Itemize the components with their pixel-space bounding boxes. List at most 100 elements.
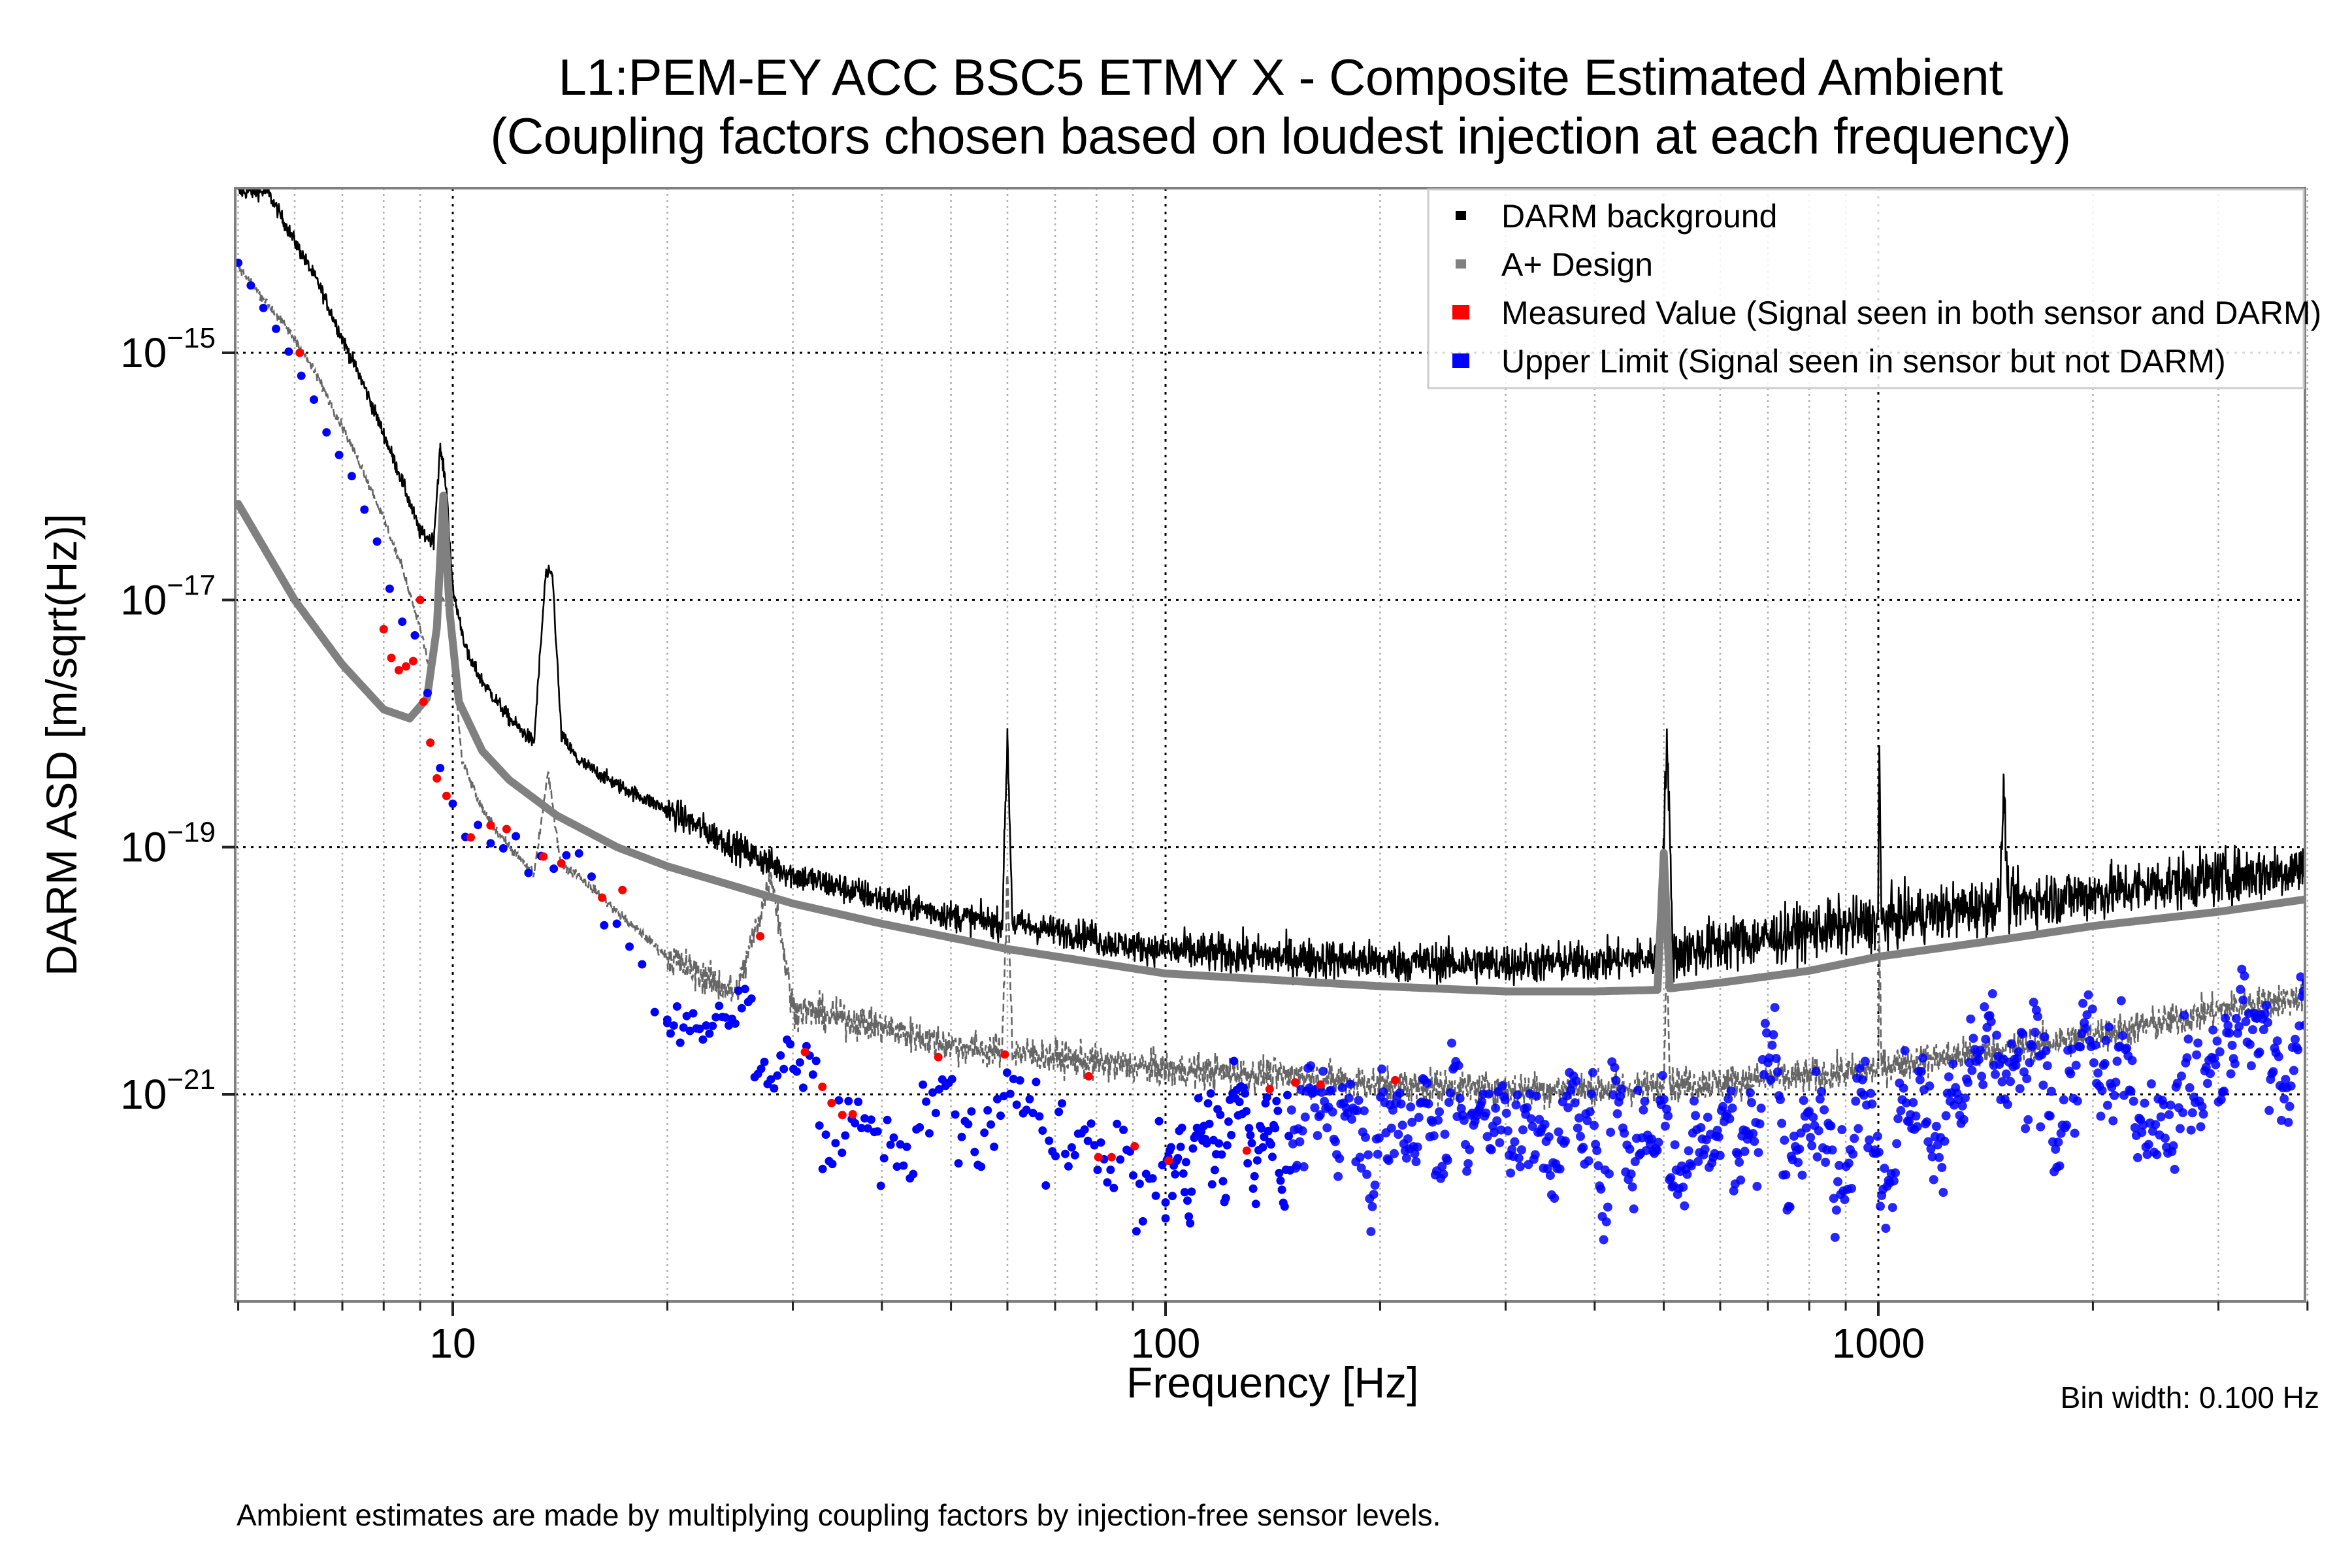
y-tick-label: 10−19 [120, 817, 216, 871]
upper-limit-point [1811, 1066, 1821, 1076]
upper-limit-point [1795, 1144, 1805, 1154]
upper-limit-point [1218, 1177, 1228, 1186]
upper-limit-point [1492, 1116, 1502, 1126]
upper-limit-point [1658, 1071, 1667, 1081]
upper-limit-point [1064, 1162, 1073, 1171]
upper-limit-point [1083, 1136, 1092, 1145]
legend-swatch-1 [1456, 259, 1466, 269]
upper-limit-point [711, 1013, 721, 1022]
upper-limit-point [1755, 1119, 1765, 1129]
measured-value-point [433, 774, 442, 783]
upper-limit-point [1603, 1202, 1612, 1212]
upper-limit-point [1497, 1081, 1507, 1090]
upper-limit-point [1222, 1141, 1232, 1150]
upper-limit-point [2133, 1152, 2142, 1162]
darm-background-line [237, 188, 2305, 988]
upper-limit-point [1298, 1126, 1307, 1135]
upper-limit-point [2255, 1047, 2264, 1057]
upper-limit-point [1686, 1161, 1696, 1171]
upper-limit-point [970, 1147, 979, 1156]
measured-value-point [848, 1110, 857, 1119]
upper-limit-point [1180, 1188, 1189, 1197]
upper-limit-point [347, 472, 356, 481]
upper-limit-point [2129, 1096, 2138, 1106]
upper-limit-point [322, 428, 331, 437]
upper-limit-point [2082, 1010, 2092, 1020]
upper-limit-point [1684, 1146, 1693, 1156]
measured-value-point [466, 833, 476, 842]
upper-limit-point [1361, 1132, 1370, 1142]
upper-limit-point [1284, 1132, 1294, 1141]
upper-limit-point [909, 1169, 918, 1179]
upper-limit-point [1354, 1096, 1364, 1105]
measured-value-point [426, 738, 435, 747]
upper-limit-point [1507, 1145, 1517, 1154]
upper-limit-point [798, 1083, 808, 1092]
upper-limit-point [1610, 1063, 1620, 1072]
upper-limit-point [851, 1119, 860, 1128]
legend-label: DARM background [1501, 198, 1777, 235]
upper-limit-point [1462, 1166, 1472, 1176]
upper-limit-point [1184, 1212, 1194, 1221]
upper-limit-point [1960, 1093, 1970, 1103]
upper-limit-point [1148, 1174, 1157, 1183]
x-tick-label: 100 [1131, 1320, 1201, 1367]
upper-limit-point [1980, 1002, 1989, 1011]
upper-limit-point [1859, 1090, 1869, 1100]
upper-limit-point [1015, 1076, 1024, 1085]
upper-limit-point [2130, 1123, 2140, 1132]
upper-limit-point [1390, 1149, 1399, 1158]
upper-limit-point [1718, 1102, 1727, 1111]
upper-limit-point [1647, 1134, 1656, 1144]
upper-limit-point [922, 1097, 931, 1106]
upper-limit-point [474, 821, 483, 830]
upper-limit-point [1352, 1105, 1362, 1115]
upper-limit-point [2059, 1095, 2068, 1105]
legend-swatch-0 [1456, 211, 1466, 220]
measured-value-point [756, 932, 765, 941]
upper-limit-point [2022, 1074, 2032, 1084]
upper-limit-point [1592, 1146, 1602, 1156]
upper-limit-point [866, 1115, 875, 1124]
upper-limit-point [1715, 1151, 1725, 1160]
upper-limit-point [1748, 1129, 1758, 1138]
upper-limit-point [1948, 1059, 1958, 1069]
upper-limit-point [1258, 1143, 1267, 1152]
upper-limit-point [1639, 1105, 1648, 1115]
upper-limit-point [2042, 1061, 2052, 1071]
upper-limit-point [1386, 1123, 1396, 1133]
upper-limit-point [1978, 1080, 1988, 1090]
upper-limit-point [1700, 1145, 1710, 1154]
upper-limit-point [1051, 1152, 1060, 1161]
upper-limit-point [1403, 1134, 1413, 1144]
upper-limit-point [1292, 1160, 1302, 1170]
upper-limit-point [2197, 1102, 2207, 1111]
upper-limit-point [821, 1130, 830, 1139]
upper-limit-point [1514, 1153, 1524, 1163]
upper-limit-point [1176, 1142, 1185, 1151]
upper-limit-point [834, 1096, 843, 1105]
upper-limit-point [1268, 1152, 1277, 1162]
upper-limit-point [1965, 1058, 1974, 1068]
measured-value-point [1130, 1142, 1139, 1151]
upper-limit-point [2259, 1025, 2268, 1034]
upper-limit-point [737, 1004, 746, 1013]
upper-limit-point [1262, 1093, 1271, 1102]
upper-limit-point [1585, 1107, 1595, 1117]
upper-limit-point [2238, 995, 2248, 1005]
upper-limit-point [2144, 1139, 2153, 1149]
upper-limit-point [1561, 1136, 1570, 1146]
darm-series-group [237, 188, 2305, 988]
upper-limit-point [1654, 1137, 1663, 1147]
upper-limit-point [2164, 1110, 2174, 1120]
upper-limit-point [1119, 1125, 1128, 1134]
upper-limit-point [1799, 1096, 1808, 1105]
upper-limit-point [272, 324, 280, 333]
upper-limit-point [2038, 1081, 2048, 1090]
upper-limit-point [2110, 1090, 2119, 1100]
upper-limit-point [1545, 1171, 1555, 1181]
upper-limit-point [1028, 1109, 1037, 1118]
upper-limit-point [1855, 1064, 1865, 1073]
upper-limit-point [1522, 1103, 1532, 1113]
upper-limit-point [1481, 1108, 1491, 1118]
